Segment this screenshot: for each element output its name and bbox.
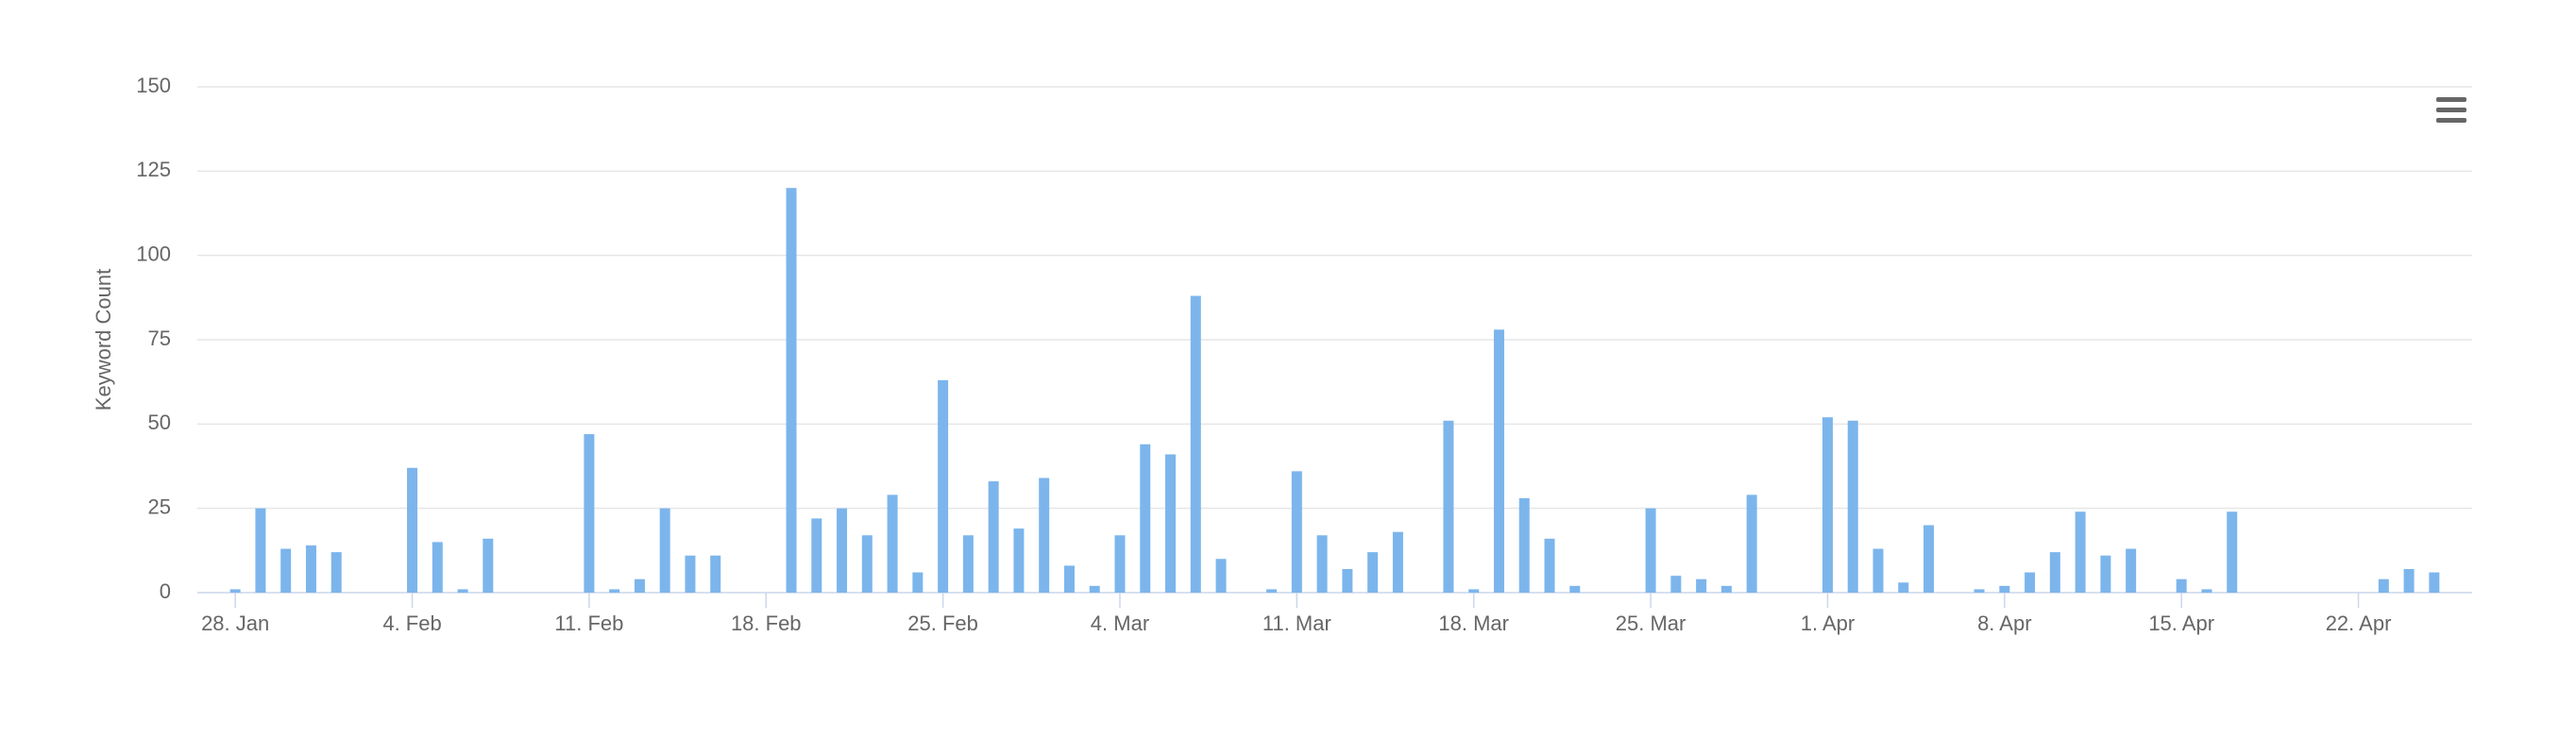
bar	[330, 552, 342, 593]
bar	[305, 545, 316, 593]
menu-bar	[2436, 108, 2466, 112]
y-tick-label: 0	[160, 579, 171, 603]
x-tick-label: 8. Apr	[1977, 612, 2031, 635]
bar	[1266, 589, 1278, 593]
bar	[1746, 494, 1757, 593]
bar	[432, 542, 443, 593]
bar	[786, 188, 797, 593]
bar	[1468, 589, 1480, 593]
bar	[1190, 295, 1201, 593]
bar	[938, 379, 949, 593]
bar	[1140, 444, 1151, 593]
bar	[229, 589, 241, 593]
bar	[1367, 552, 1379, 593]
bar	[685, 555, 696, 593]
bar	[1822, 417, 1833, 593]
bar	[1720, 585, 1732, 593]
menu-button[interactable]	[2436, 97, 2466, 123]
bar	[584, 434, 595, 593]
x-tick-label: 25. Mar	[1616, 612, 1686, 635]
x-tick-label: 18. Feb	[731, 612, 802, 635]
x-tick-label: 28. Jan	[201, 612, 269, 635]
bar	[1847, 420, 1858, 593]
bar	[1114, 535, 1126, 593]
y-tick-label: 75	[148, 327, 171, 350]
bar	[2176, 578, 2187, 593]
bar	[1013, 528, 1025, 593]
x-tick-label: 25. Feb	[907, 612, 978, 635]
bar	[1039, 478, 1050, 593]
bar	[1670, 576, 1682, 593]
bar	[634, 578, 645, 593]
bar	[2227, 511, 2238, 593]
bar	[962, 535, 974, 593]
y-tick-label: 50	[148, 411, 171, 434]
x-tick-label: 1. Apr	[1801, 612, 1855, 635]
x-tick-label: 4. Mar	[1091, 612, 1149, 635]
bar	[861, 535, 873, 593]
y-tick-label: 150	[136, 74, 171, 97]
bar	[2403, 568, 2415, 593]
bar	[837, 508, 848, 593]
bar	[1291, 471, 1302, 593]
menu-bar	[2436, 97, 2466, 102]
bar	[407, 467, 418, 593]
bar	[609, 589, 620, 593]
bar	[1342, 568, 1353, 593]
bar	[1089, 585, 1100, 593]
bar	[1898, 582, 1909, 593]
menu-bar	[2436, 118, 2466, 123]
bar	[2100, 555, 2111, 593]
bar	[1999, 585, 2010, 593]
bar	[1544, 538, 1555, 593]
bar	[255, 508, 266, 593]
bar	[1569, 585, 1581, 593]
bar	[988, 481, 999, 593]
y-tick-label: 25	[148, 494, 171, 518]
bar	[1974, 589, 1985, 593]
y-tick-label: 100	[136, 242, 171, 265]
x-tick-label: 22. Apr	[2326, 612, 2392, 635]
bar	[2075, 511, 2086, 593]
bar	[887, 494, 898, 593]
y-tick-label: 125	[136, 158, 171, 181]
bar	[1316, 535, 1328, 593]
bar	[1165, 454, 1177, 593]
bar	[2025, 572, 2036, 593]
bar	[2378, 578, 2389, 593]
bar	[457, 589, 468, 593]
bar	[1518, 497, 1530, 593]
bar	[1924, 525, 1935, 593]
x-tick-label: 15. Apr	[2148, 612, 2214, 635]
bar	[659, 508, 670, 593]
bar	[1696, 578, 1707, 593]
x-tick-label: 4. Feb	[382, 612, 441, 635]
bar	[1645, 508, 1656, 593]
y-axis-label: Keyword Count	[92, 269, 115, 411]
bar	[2126, 548, 2137, 593]
bar	[1873, 548, 1884, 593]
x-tick-label: 11. Feb	[554, 612, 623, 635]
bar	[280, 548, 292, 593]
bar	[811, 518, 822, 593]
bar	[710, 555, 721, 593]
bar	[1215, 559, 1227, 593]
bar	[1392, 531, 1403, 593]
bar	[1063, 565, 1075, 593]
bar	[2429, 572, 2440, 593]
bar	[2201, 589, 2212, 593]
bar	[1443, 420, 1454, 593]
x-tick-label: 11. Mar	[1263, 612, 1331, 635]
x-tick-label: 18. Mar	[1438, 612, 1509, 635]
bar	[2049, 552, 2060, 593]
bar	[1493, 329, 1504, 593]
bar	[483, 538, 494, 593]
bar	[912, 572, 924, 593]
